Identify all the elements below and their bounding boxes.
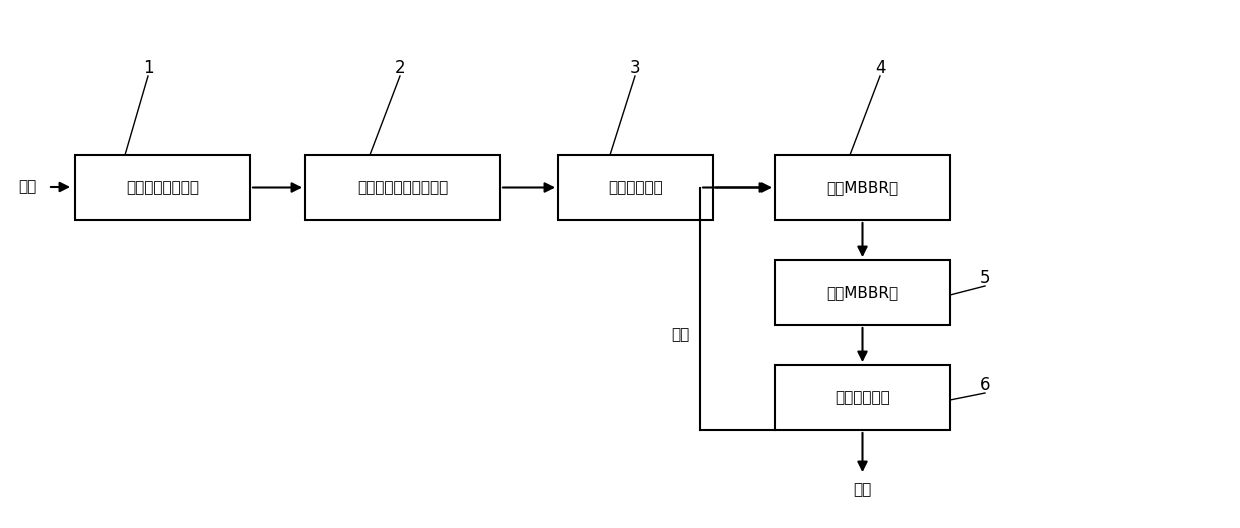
Text: 6: 6 bbox=[980, 376, 991, 394]
Bar bbox=[74, 155, 250, 220]
Bar bbox=[775, 155, 950, 220]
Text: 5: 5 bbox=[980, 269, 991, 287]
Text: 进水: 进水 bbox=[19, 180, 36, 194]
Text: 回流: 回流 bbox=[671, 327, 689, 343]
Text: 出水: 出水 bbox=[853, 483, 872, 497]
Text: 1: 1 bbox=[143, 59, 154, 77]
Text: 2: 2 bbox=[394, 59, 405, 77]
Text: 催化零价双金属填料塔: 催化零价双金属填料塔 bbox=[357, 180, 448, 195]
Text: 类芬顿反应器: 类芬顿反应器 bbox=[608, 180, 663, 195]
Bar bbox=[305, 155, 500, 220]
Text: 杚流式混凝沉淤池: 杚流式混凝沉淤池 bbox=[126, 180, 198, 195]
Text: 好氧MBBR池: 好氧MBBR池 bbox=[826, 285, 899, 300]
Bar bbox=[775, 365, 950, 430]
Text: 厌氧MBBR池: 厌氧MBBR池 bbox=[826, 180, 899, 195]
Bar bbox=[775, 260, 950, 325]
Text: 固液分离系统: 固液分离系统 bbox=[835, 390, 890, 405]
Bar bbox=[558, 155, 713, 220]
Text: 4: 4 bbox=[874, 59, 885, 77]
Text: 3: 3 bbox=[630, 59, 640, 77]
